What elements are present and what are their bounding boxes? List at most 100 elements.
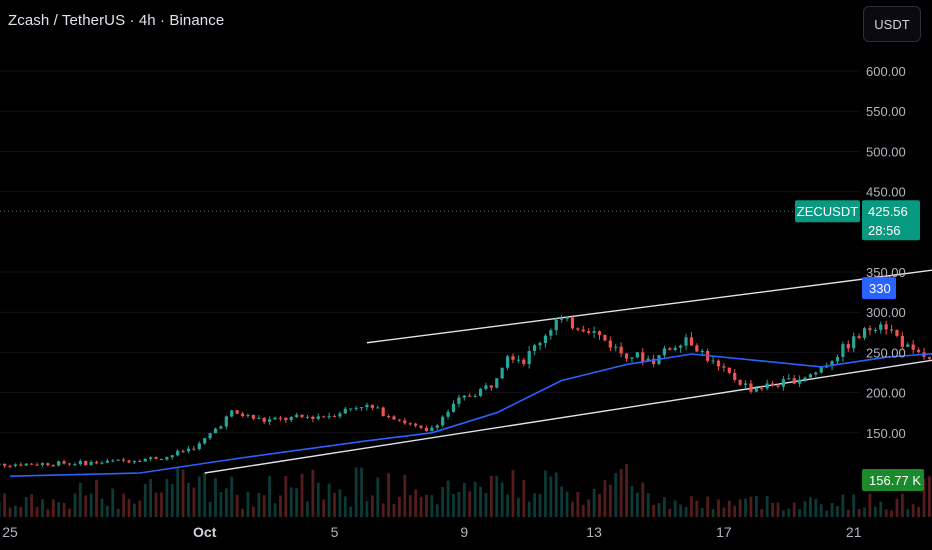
currency-button[interactable]: USDT	[863, 6, 921, 42]
volume-bar	[30, 494, 34, 517]
candle-body	[143, 458, 147, 462]
candle-body	[560, 318, 564, 320]
volume-bar	[657, 503, 661, 517]
price-tick-label: 550.00	[866, 104, 906, 119]
volume-bar	[771, 502, 774, 517]
channel-lower-line[interactable]	[204, 295, 932, 474]
volume-bar	[127, 499, 131, 517]
candle-body	[397, 419, 401, 421]
candle-body	[430, 427, 434, 432]
candle-body	[695, 345, 699, 352]
candle-body	[51, 465, 55, 467]
volume-bar	[376, 477, 380, 517]
candle-body	[722, 366, 726, 368]
volume-bars	[0, 463, 931, 517]
volume-bar	[46, 509, 50, 517]
candle-body	[78, 461, 82, 465]
time-axis[interactable]: 25Oct5913172125Nov5913	[2, 524, 932, 540]
candle-body	[213, 428, 218, 434]
volume-bar	[170, 484, 174, 517]
volume-bar	[262, 495, 266, 517]
ma-badge-text: 330	[869, 281, 891, 296]
volume-bar	[733, 505, 737, 517]
trend-channel[interactable]	[204, 216, 932, 474]
volume-bar	[884, 509, 888, 517]
volume-bar	[3, 493, 6, 517]
candle-body	[765, 383, 769, 389]
volume-bar	[592, 488, 596, 517]
candle-body	[500, 367, 504, 379]
volume-bar	[538, 493, 542, 517]
price-axis[interactable]: 600.00 550.00 500.00 450.00 350.00 300.00 250.…	[866, 64, 906, 441]
candle-body	[284, 417, 288, 421]
ma-badge	[862, 277, 896, 300]
candle-body	[100, 462, 104, 464]
candle-body	[203, 438, 207, 444]
volume-bar	[284, 476, 288, 517]
volume-bar	[8, 507, 12, 517]
volume-bar	[798, 509, 802, 517]
time-tick-label: 21	[846, 524, 862, 540]
volume-bar	[100, 498, 104, 517]
volume-bar	[619, 468, 623, 517]
candle-body	[257, 417, 261, 419]
volume-bar	[890, 510, 893, 517]
candle-body	[754, 388, 758, 392]
candle-body	[35, 464, 39, 466]
volume-bar	[544, 470, 547, 517]
candle-body	[597, 331, 602, 335]
volume-bar	[641, 482, 645, 517]
candle-body	[132, 460, 136, 463]
candle-body	[700, 350, 704, 352]
volume-bar	[457, 492, 461, 517]
volume-bar	[89, 493, 93, 517]
volume-bar	[333, 493, 336, 517]
candle-body	[830, 361, 834, 366]
time-tick-label: 9	[460, 524, 468, 540]
volume-bar	[425, 494, 428, 517]
candle-body	[13, 464, 18, 466]
volume-bar	[306, 501, 309, 517]
volume-bar	[462, 482, 466, 517]
volume-bar	[506, 494, 509, 517]
candle-body	[40, 463, 45, 465]
candle-body	[441, 416, 445, 426]
candle-body	[94, 461, 99, 464]
candle-body	[2, 463, 7, 466]
candle-body	[614, 346, 618, 348]
candle-body	[192, 448, 196, 450]
volume-bar	[809, 497, 812, 517]
volume-bar	[830, 503, 834, 517]
volume-bar	[370, 495, 374, 517]
candle-body	[419, 425, 423, 428]
volume-bar	[122, 493, 125, 517]
volume-bar	[300, 473, 304, 517]
volume-bar	[468, 491, 472, 517]
volume-bar	[489, 475, 493, 517]
channel-upper-line[interactable]	[366, 216, 932, 344]
volume-bar	[441, 487, 445, 517]
candle-body	[354, 407, 358, 409]
volume-badge-text: 156.77 K	[869, 473, 921, 488]
candle-body	[862, 328, 867, 338]
candle-body	[846, 344, 850, 349]
candle-body	[311, 416, 315, 419]
candle-body	[792, 378, 796, 384]
candle-body	[543, 335, 548, 344]
candle-body	[105, 460, 109, 463]
price-tick-label: 600.00	[866, 64, 906, 79]
volume-bar	[95, 479, 98, 517]
candle-body	[268, 419, 272, 422]
candle-body	[289, 416, 293, 421]
volume-bar	[803, 501, 807, 517]
volume-bar	[738, 499, 742, 517]
candle-body	[46, 463, 50, 466]
candle-body	[662, 348, 667, 356]
candle-body	[359, 407, 364, 409]
volume-bar	[873, 506, 877, 517]
volume-bar	[857, 509, 861, 517]
candle-body	[332, 416, 337, 418]
volume-bar	[533, 493, 537, 517]
volume-bar	[571, 501, 574, 517]
